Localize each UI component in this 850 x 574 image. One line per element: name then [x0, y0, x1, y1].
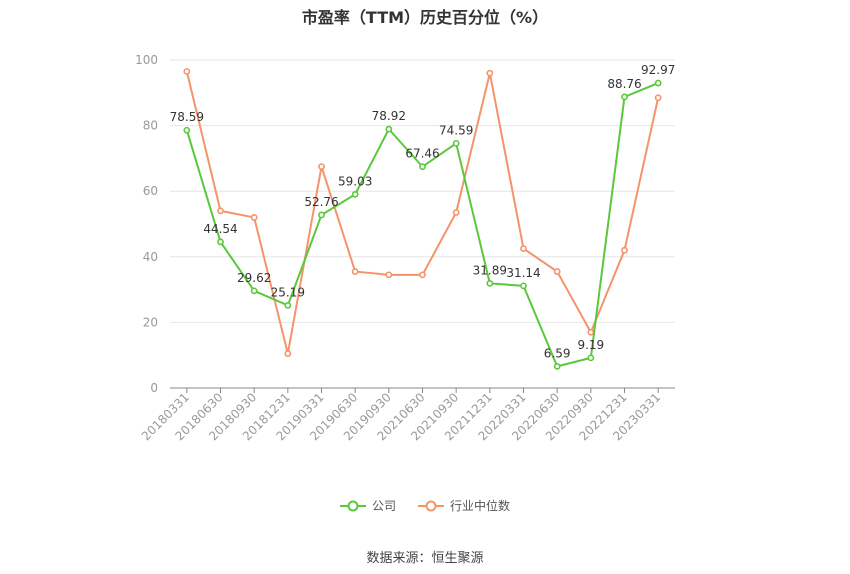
data-label: 31.89	[473, 263, 507, 277]
data-label: 52.76	[304, 195, 338, 209]
series-layer	[183, 68, 662, 370]
data-point	[284, 301, 292, 309]
data-label: 78.92	[372, 109, 406, 123]
data-point	[486, 69, 494, 77]
data-point	[486, 280, 494, 287]
line-chart: 0204060801002018033120180630201809302018…	[135, 53, 676, 443]
data-label: 78.59	[170, 110, 204, 124]
data-point	[452, 209, 460, 216]
data-label: 88.76	[607, 77, 641, 91]
data-point	[183, 126, 191, 134]
y-tick-label: 100	[135, 53, 158, 67]
data-point	[217, 238, 224, 246]
data-point	[621, 246, 628, 254]
data-label: 67.46	[405, 147, 439, 161]
data-point	[385, 125, 393, 133]
data-label: 6.59	[544, 346, 571, 360]
legend: 公司 行业中位数	[0, 497, 850, 514]
legend-label: 公司	[371, 499, 396, 513]
data-point	[250, 287, 258, 295]
data-point	[587, 354, 595, 362]
legend-item-company[interactable]: 公司	[339, 497, 396, 514]
legend-line-circle-icon	[418, 500, 444, 511]
data-point	[217, 207, 224, 215]
data-point	[419, 163, 426, 171]
data-label: 29.62	[237, 271, 271, 285]
data-point	[654, 94, 662, 102]
data-point	[351, 268, 359, 275]
chart-title: 市盈率（TTM）历史百分位（%）	[301, 8, 549, 27]
data-point	[452, 139, 460, 147]
legend-label: 行业中位数	[450, 499, 511, 513]
data-point	[318, 163, 325, 170]
data-point	[183, 68, 191, 75]
y-tick-label: 60	[143, 184, 158, 198]
data-point	[351, 190, 359, 198]
data-point	[621, 93, 628, 101]
data-point	[520, 282, 527, 290]
data-point	[318, 211, 325, 219]
data-point	[654, 79, 662, 87]
data-point	[553, 268, 561, 275]
data-point	[587, 328, 595, 336]
y-tick-label: 20	[143, 315, 158, 329]
y-tick-label: 0	[150, 381, 158, 395]
legend-item-industry-median[interactable]: 行业中位数	[418, 497, 510, 514]
data-label: 31.14	[506, 266, 540, 280]
data-label: 25.19	[271, 285, 305, 299]
y-tick-label: 40	[143, 250, 158, 264]
grid-lines	[170, 59, 675, 323]
data-source: 数据来源：恒生聚源	[366, 551, 484, 566]
data-label: 59.03	[338, 174, 372, 188]
data-point	[385, 271, 393, 279]
data-label: 44.54	[203, 222, 237, 236]
series-line	[185, 71, 660, 355]
legend-line-circle-icon	[339, 500, 366, 511]
data-point	[284, 350, 292, 357]
y-tick-label: 80	[143, 119, 158, 133]
data-point	[250, 214, 258, 221]
data-label: 92.97	[641, 63, 675, 77]
data-point	[419, 271, 426, 279]
data-label: 9.19	[577, 338, 604, 352]
data-point	[553, 362, 561, 370]
data-label: 74.59	[439, 123, 473, 137]
data-point	[520, 245, 527, 252]
